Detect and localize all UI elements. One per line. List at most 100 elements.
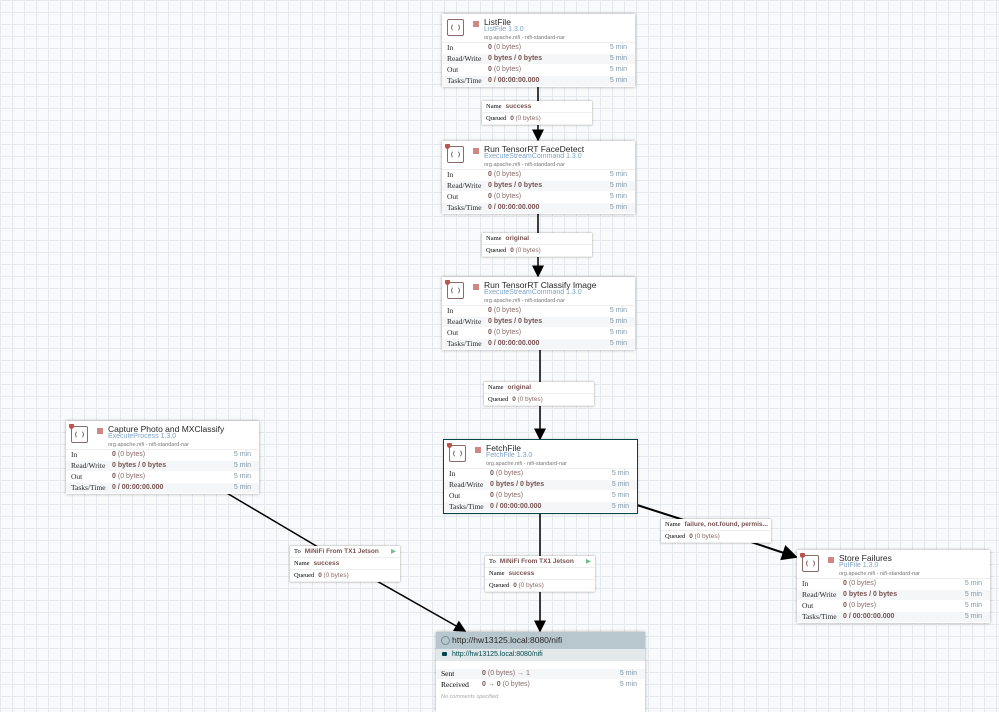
stat-label: Tasks/Time (447, 76, 482, 85)
stat-value: 0 / 00:00:00.000 (490, 503, 542, 510)
connection-label[interactable]: Name success Queued 0 (0 bytes) (482, 101, 592, 125)
processor-classify[interactable]: Run TensorRT Classify Image ExecuteStream… (442, 277, 635, 350)
stat-label: Read/Write (71, 461, 106, 470)
processor-facedetect[interactable]: Run TensorRT FaceDetect ExecuteStreamComm… (442, 141, 635, 214)
stat-row: In 0 (0 bytes) 5 min (442, 306, 635, 317)
stat-value: 0 bytes / 0 bytes (488, 318, 543, 325)
stat-row: Tasks/Time 0 / 00:00:00.000 5 min (442, 203, 635, 214)
stat-row: Read/Write 0 bytes / 0 bytes 5 min (797, 590, 990, 601)
processor-name: Store Failures (839, 553, 892, 563)
stat-window: 5 min (609, 55, 627, 62)
stat-label: In (447, 306, 454, 315)
transmitting-icon: ▶ (586, 558, 591, 565)
stat-label: Out (802, 601, 814, 610)
stat-value: 0 / 00:00:00.000 (843, 613, 895, 620)
queued-label: Queued (665, 533, 686, 540)
processor-listfile[interactable]: ListFile ListFile 1.3.0 org.apache.nifi - … (442, 14, 635, 87)
stat-label: Read/Write (447, 54, 482, 63)
stat-window: 5 min (964, 591, 982, 598)
stat-label: Tasks/Time (449, 502, 484, 511)
queued-label: Queued (486, 247, 507, 254)
stat-label: In (447, 43, 454, 52)
stat-row: In 0 (0 bytes) 5 min (442, 170, 635, 181)
restricted-icon (447, 443, 452, 448)
stat-size: (0 bytes) (493, 329, 522, 336)
transmitting-icon: ▶ (391, 548, 396, 555)
queued-count: 0 (513, 582, 517, 589)
queued-count: 0 (512, 396, 516, 403)
stat-value: 0 (488, 66, 492, 73)
name-label: Name (488, 384, 504, 391)
queued-label: Queued (488, 396, 509, 403)
stat-row: Read/Write 0 bytes / 0 bytes 5 min (444, 480, 637, 491)
connection-name: success (313, 560, 340, 567)
stat-label: In (449, 469, 456, 478)
processor-icon (71, 426, 88, 443)
stat-value: 0 / 00:00:00.000 (488, 340, 540, 347)
processor-type: FetchFile 1.3.0 (486, 452, 533, 459)
connection-label[interactable]: To MiNiFi From TX1 Jetson ▶ Name success Queu… (290, 546, 400, 582)
stat-value: 0 (490, 470, 494, 477)
stat-window: 5 min (609, 171, 627, 178)
queued-label: Queued (486, 115, 507, 122)
processor-icon (447, 282, 464, 299)
processor-type: PutFile 1.3.0 (839, 562, 879, 569)
queued-label: Queued (294, 572, 315, 579)
queued-count: 0 (318, 572, 322, 579)
stat-value: 0 / 00:00:00.000 (488, 204, 540, 211)
stat-label: Read/Write (449, 480, 484, 489)
connection-label[interactable]: Name original Queued 0 (0 bytes) (484, 382, 594, 406)
connection-destination: MiNiFi From TX1 Jetson (499, 558, 574, 565)
stat-window: 5 min (609, 307, 627, 314)
processor-icon (802, 555, 819, 572)
processor-bundle: org.apache.nifi - nifi-standard-nar (839, 571, 921, 577)
processor-icon (447, 19, 464, 36)
stat-label: Read/Write (447, 181, 482, 190)
name-label: Name (486, 103, 502, 110)
stat-label: Tasks/Time (447, 339, 482, 348)
connection-label[interactable]: To MiNiFi From TX1 Jetson ▶ Name success Queu… (485, 556, 595, 592)
processor-bundle: org.apache.nifi - nifi-standard-nar (108, 442, 190, 448)
received-label: Received (441, 680, 469, 689)
stat-row: Read/Write 0 bytes / 0 bytes 5 min (442, 181, 635, 192)
queued-size: (0 bytes) (323, 572, 349, 579)
stat-value: 0 (490, 492, 494, 499)
stat-window: 5 min (609, 77, 627, 84)
stat-row: Out 0 (0 bytes) 5 min (444, 491, 637, 502)
processor-fetchfile[interactable]: FetchFile FetchFile 1.3.0 org.apache.nifi … (443, 439, 638, 514)
connection-destination: MiNiFi From TX1 Jetson (304, 548, 379, 555)
stat-window: 5 min (609, 193, 627, 200)
stat-value: 0 (488, 307, 492, 314)
processor-bundle: org.apache.nifi - nifi-standard-nar (484, 35, 566, 41)
stat-label: In (447, 170, 454, 179)
stopped-icon (828, 557, 834, 563)
processor-icon (447, 146, 464, 163)
stat-row: In 0 (0 bytes) 5 min (66, 450, 259, 461)
rpg-title: http://hw13125.local:8080/nifi (452, 635, 563, 645)
processor-storefailures[interactable]: Store Failures PutFile 1.3.0 org.apache.ni… (797, 550, 990, 623)
stat-window: 5 min (233, 484, 251, 491)
received-window: 5 min (619, 681, 637, 688)
processor-capture[interactable]: Capture Photo and MXClassify ExecuteProce… (66, 421, 259, 494)
stat-row: In 0 (0 bytes) 5 min (797, 579, 990, 590)
stat-label: Out (447, 192, 459, 201)
processor-type: ExecuteStreamCommand 1.3.0 (484, 153, 582, 160)
stat-label: Tasks/Time (71, 483, 106, 492)
stat-label: Read/Write (447, 317, 482, 326)
to-label: To (489, 558, 496, 565)
stat-window: 5 min (233, 462, 251, 469)
stat-value: 0 (488, 193, 492, 200)
connection-name: failure, not.found, permis... (684, 521, 768, 528)
processor-bundle: org.apache.nifi - nifi-standard-nar (484, 298, 566, 304)
rpg-uri[interactable]: http://hw13125.local:8080/nifi (452, 651, 543, 658)
restricted-icon (69, 424, 74, 429)
connection-label[interactable]: Name failure, not.found, permis... Queued 0… (661, 519, 771, 543)
remote-process-group[interactable]: http://hw13125.local:8080/nifi http://hw… (436, 632, 645, 712)
connection-label[interactable]: Name original Queued 0 (0 bytes) (482, 233, 592, 257)
stat-label: Out (71, 472, 83, 481)
stat-label: Out (447, 65, 459, 74)
stat-row: Tasks/Time 0 / 00:00:00.000 5 min (442, 339, 635, 350)
queued-count: 0 (510, 247, 514, 254)
stat-size: (0 bytes) (493, 44, 522, 51)
stat-row: Read/Write 0 bytes / 0 bytes 5 min (442, 317, 635, 328)
